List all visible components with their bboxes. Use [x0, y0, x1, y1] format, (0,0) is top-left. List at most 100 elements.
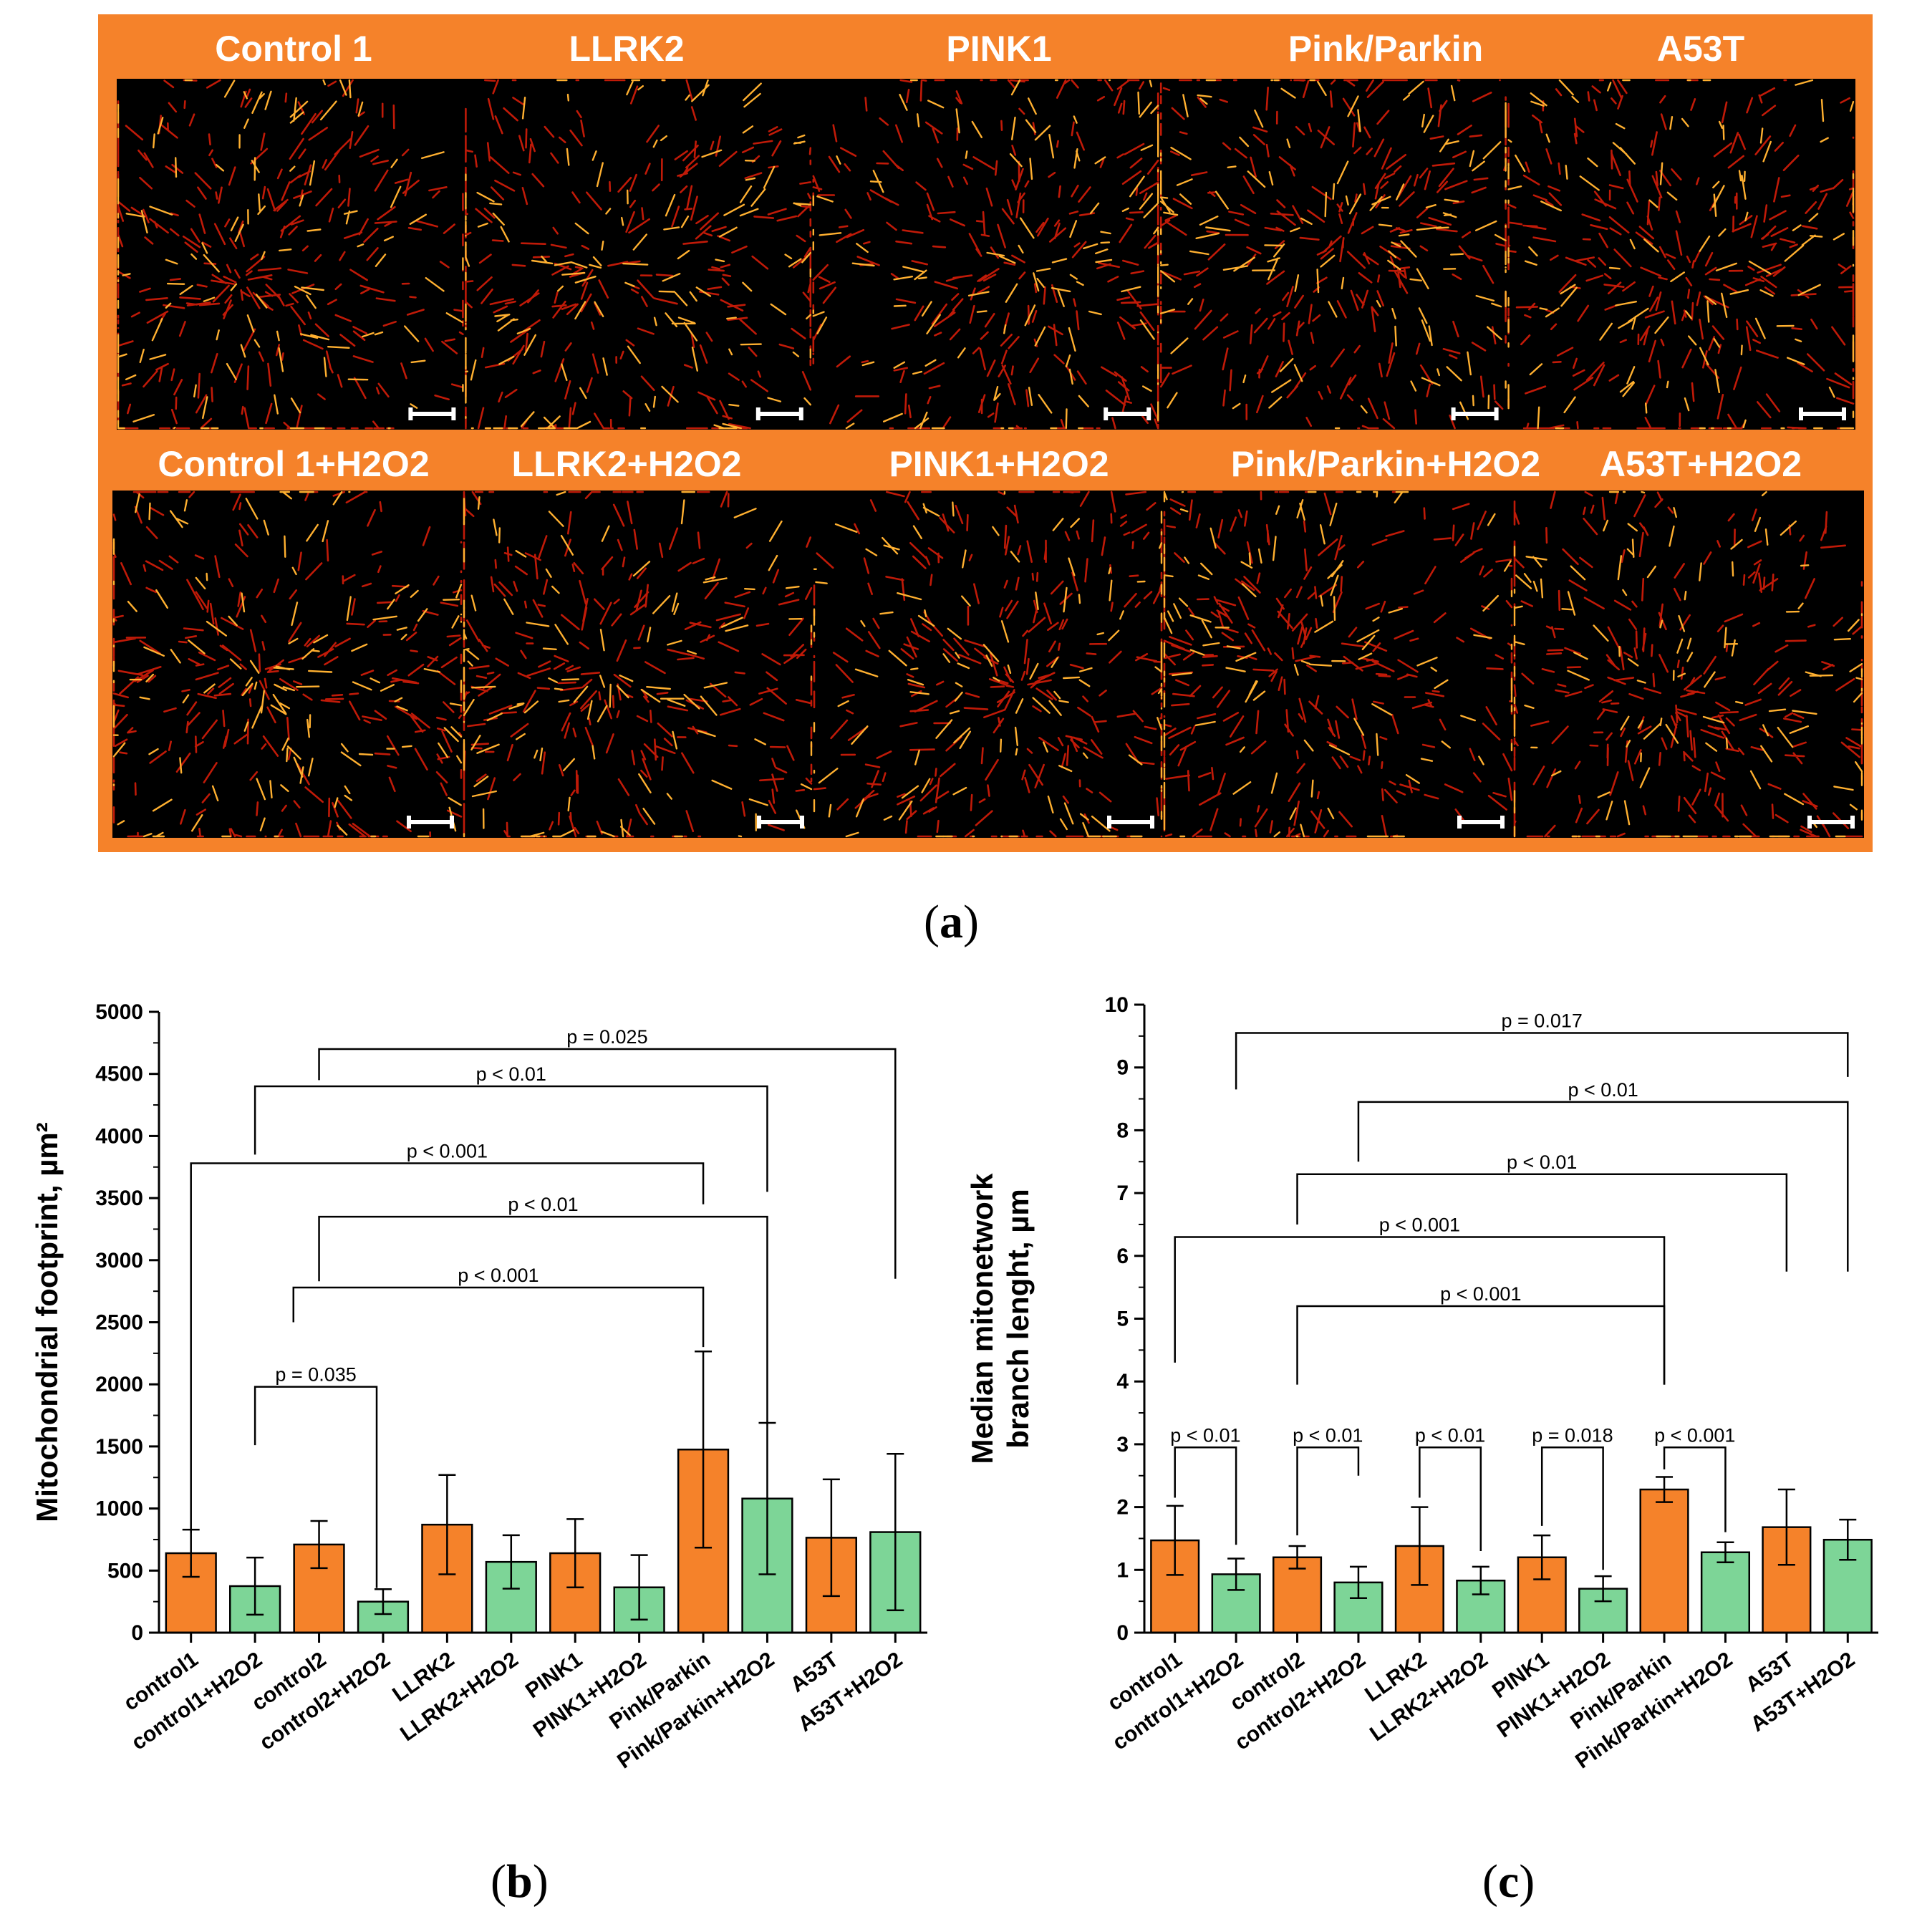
y-tick-label: 500	[107, 1559, 143, 1583]
y-axis-label-line: Median mitonetwork	[965, 1173, 999, 1464]
image-title-0-2: PINK1	[946, 29, 1051, 69]
image-background	[117, 79, 465, 430]
microscopy-image-0-3	[1159, 79, 1508, 430]
microscopy-image-0-1	[464, 79, 813, 430]
y-tick-label: 0	[131, 1621, 143, 1645]
significance-bracket	[292, 1286, 705, 1348]
error-bar-PINK1+H2O2	[1594, 1575, 1612, 1603]
significance-bracket	[1663, 1446, 1727, 1532]
scale-bar	[1807, 816, 1855, 829]
panel-label-a: (a)	[924, 896, 979, 948]
microscopy-image-0-0	[117, 79, 465, 430]
image-title-1-1: LLRK2+H2O2	[512, 444, 742, 484]
scale-bar	[755, 407, 803, 420]
microscopy-image-1-1	[463, 491, 813, 838]
significance-bracket	[1296, 1305, 1666, 1385]
p-value-label: p < 0.01	[1293, 1424, 1363, 1446]
p-value-label: p < 0.001	[458, 1265, 539, 1286]
microscopy-image-0-2	[811, 79, 1161, 430]
error-bar-control2+H2O2	[374, 1588, 392, 1615]
image-title-0-4: A53T	[1657, 29, 1744, 69]
p-value-label: p = 0.018	[1532, 1424, 1613, 1446]
scale-bar	[1104, 407, 1151, 420]
mitochondria-bright	[812, 79, 1159, 430]
y-tick-label: 4500	[95, 1063, 143, 1086]
y-tick-label: 1000	[95, 1497, 143, 1521]
microscopy-panel: Control 1 LLRK2 PINK1 Pink/Parkin A53T Contr…	[98, 14, 1873, 852]
error-bar-control1	[1166, 1504, 1184, 1576]
error-bar-Pink/Parkin+H2O2	[1716, 1541, 1734, 1564]
scale-bar	[1457, 816, 1505, 829]
p-value-label: p = 0.035	[275, 1364, 356, 1386]
image-background	[463, 491, 813, 838]
y-tick-label: 5000	[95, 1000, 143, 1024]
mitochondria-bright	[1160, 79, 1507, 430]
significance-bracket	[1540, 1446, 1604, 1570]
y-tick-label: 9	[1116, 1056, 1129, 1080]
panel-label-b: (b)	[491, 1855, 549, 1908]
mitochondria-network	[1163, 491, 1513, 838]
p-value-label: p < 0.01	[1415, 1424, 1485, 1446]
error-bar-A53T+H2O2	[887, 1453, 904, 1612]
p-value-label: p < 0.01	[476, 1063, 546, 1085]
bar-Pink/Parkin+H2O2	[1700, 1551, 1751, 1634]
mitochondria-bright	[1507, 79, 1855, 430]
mitochondria-bright	[117, 79, 464, 430]
y-tick-label: 6	[1116, 1245, 1129, 1268]
y-tick-label: 4000	[95, 1124, 143, 1148]
y-tick-label: 4	[1116, 1370, 1129, 1394]
p-value-label: p < 0.01	[1568, 1079, 1638, 1101]
microscopy-image-1-2	[813, 491, 1164, 838]
scale-bar	[1107, 816, 1154, 829]
image-title-0-0: Control 1	[215, 29, 372, 69]
image-background	[464, 79, 813, 430]
mitochondria-bright	[465, 79, 811, 430]
mitochondria-bright	[463, 491, 813, 838]
image-background	[813, 491, 1164, 838]
image-title-1-2: PINK1+H2O2	[889, 444, 1109, 484]
mitochondria-bright	[813, 491, 1163, 838]
error-bar-control2	[310, 1520, 328, 1570]
scale-bar	[1799, 407, 1846, 420]
image-title-1-0: Control 1+H2O2	[158, 444, 429, 484]
y-tick-label: 1	[1116, 1558, 1129, 1582]
error-bar-LLRK2+H2O2	[1472, 1565, 1489, 1595]
error-bar-PINK1	[1533, 1534, 1551, 1580]
p-value-label: p = 0.025	[566, 1026, 647, 1048]
footprint-bar-chart: 0 500 1000 1500 2000 2500 3000 3500 4000 4500 5000…	[30, 1000, 927, 1773]
y-tick-label: 3	[1116, 1433, 1129, 1457]
p-value-label: p < 0.001	[1654, 1424, 1735, 1446]
significance-bracket	[1174, 1446, 1237, 1545]
y-tick-label: 2000	[95, 1373, 143, 1396]
error-bar-A53T+H2O2	[1839, 1518, 1857, 1561]
microscopy-image-0-4	[1507, 79, 1855, 430]
y-tick-label: 7	[1116, 1182, 1129, 1205]
y-tick-label: 5	[1116, 1308, 1129, 1331]
p-value-label: p < 0.01	[1170, 1424, 1240, 1446]
y-axis-label: Mitochondrial footprint, µm²	[30, 1122, 64, 1522]
significance-bracket	[318, 1215, 768, 1424]
p-value-label: p < 0.01	[1507, 1151, 1577, 1173]
scale-bar	[407, 816, 454, 829]
error-bar-LLRK2+H2O2	[502, 1534, 520, 1590]
p-value-label: p < 0.001	[407, 1141, 488, 1162]
scale-bar	[408, 407, 456, 420]
bar-control2	[1272, 1556, 1323, 1634]
panel-label-c: (c)	[1482, 1855, 1535, 1908]
y-tick-label: 0	[1116, 1621, 1129, 1645]
error-bar-control1+H2O2	[246, 1556, 264, 1616]
error-bar-control1+H2O2	[1227, 1557, 1245, 1591]
significance-bracket	[190, 1162, 705, 1534]
p-value-label: p < 0.001	[1379, 1214, 1460, 1235]
y-tick-label: 2	[1116, 1496, 1129, 1520]
significance-bracket	[253, 1386, 378, 1588]
mitochondria-bright	[1513, 491, 1863, 838]
significance-bracket	[318, 1048, 897, 1279]
mitochondria-bright	[1163, 491, 1513, 838]
image-title-1-4: A53T+H2O2	[1600, 444, 1802, 484]
significance-bracket	[1357, 1101, 1849, 1272]
bar-Pink/Parkin	[1639, 1488, 1689, 1634]
error-bar-PINK1+H2O2	[630, 1554, 648, 1621]
p-value-label: p < 0.001	[1440, 1283, 1521, 1305]
image-background	[112, 491, 463, 838]
